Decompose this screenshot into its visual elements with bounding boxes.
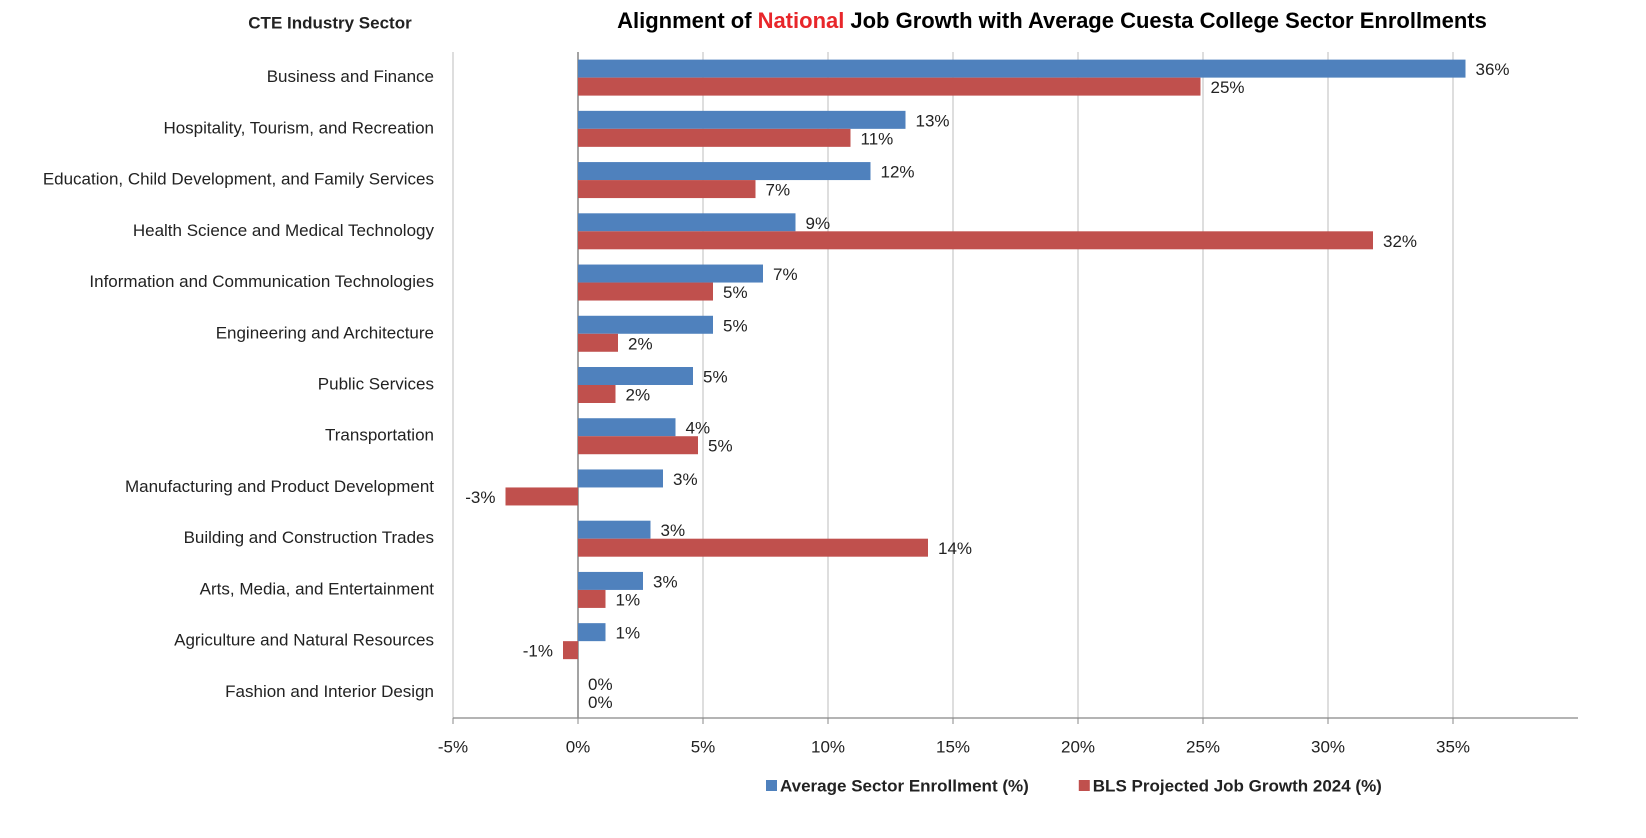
legend-label: BLS Projected Job Growth 2024 (%) [1093, 776, 1382, 795]
y-tick-label: Transportation [325, 426, 434, 445]
data-label: 5% [723, 283, 748, 302]
legend-swatch [766, 780, 777, 791]
y-tick-label: Arts, Media, and Entertainment [200, 579, 435, 598]
y-tick-label: Public Services [318, 374, 434, 393]
data-label: 2% [628, 334, 653, 353]
y-tick-label: Manufacturing and Product Development [125, 477, 434, 496]
data-label: 7% [766, 181, 791, 200]
data-label: 36% [1476, 60, 1510, 79]
bar [578, 589, 606, 608]
bar [578, 571, 643, 590]
data-label: 0% [588, 675, 613, 694]
x-tick-label: 15% [936, 737, 970, 756]
bar [578, 623, 606, 642]
title-part: Alignment of [617, 8, 752, 33]
data-label: 3% [661, 521, 686, 540]
y-tick-label: Agriculture and Natural Resources [174, 631, 434, 650]
data-label: -3% [465, 488, 495, 507]
chart-title: Alignment of National Job Growth with Aver… [617, 8, 1487, 33]
bar [578, 213, 796, 232]
data-label: 25% [1211, 78, 1245, 97]
bar [578, 110, 906, 129]
x-tick-label: 35% [1436, 737, 1470, 756]
bar [578, 538, 928, 557]
bar [578, 333, 618, 352]
bar [578, 315, 713, 334]
data-label: 7% [773, 265, 798, 284]
data-label: 14% [938, 539, 972, 558]
y-tick-label: Education, Child Development, and Family… [43, 170, 434, 189]
x-tick-label: 20% [1061, 737, 1095, 756]
bar [505, 487, 578, 506]
legend-swatch [1078, 780, 1090, 791]
y-tick-label: Building and Construction Trades [184, 528, 434, 547]
data-label: 5% [708, 437, 733, 456]
x-tick-label: 30% [1311, 737, 1345, 756]
x-tick-label: 0% [566, 737, 591, 756]
bar [578, 180, 756, 199]
bar [578, 418, 676, 437]
bar [578, 264, 763, 283]
bar [578, 77, 1201, 96]
bar [578, 367, 693, 385]
y-tick-label: Fashion and Interior Design [225, 682, 434, 701]
y-tick-label: Information and Communication Technologi… [89, 272, 434, 291]
data-label: 5% [723, 316, 748, 335]
bar [578, 469, 663, 488]
x-tick-label: 25% [1186, 737, 1220, 756]
y-axis-title: CTE Industry Sector [248, 13, 412, 32]
bar [578, 520, 651, 539]
title-part: National [758, 8, 845, 33]
data-label: 3% [673, 470, 698, 489]
data-label: 32% [1383, 232, 1417, 251]
data-label: -1% [523, 642, 553, 661]
data-label: 12% [881, 163, 915, 182]
bar [578, 128, 851, 147]
bar [578, 282, 713, 301]
bar [563, 641, 578, 660]
y-tick-label: Hospitality, Tourism, and Recreation [163, 118, 434, 137]
bar [578, 59, 1466, 78]
y-tick-label: Engineering and Architecture [216, 323, 434, 342]
data-label: 3% [653, 572, 678, 591]
bar [578, 436, 698, 455]
data-label: 13% [916, 111, 950, 130]
data-label: 4% [686, 419, 711, 438]
data-label: 5% [703, 367, 728, 386]
data-label: 1% [616, 590, 641, 609]
bar [578, 385, 616, 403]
title-part: Job Growth with Average Cuesta College S… [850, 8, 1487, 33]
data-label: 11% [861, 129, 894, 148]
x-tick-label: 10% [811, 737, 845, 756]
data-label: 0% [588, 693, 613, 712]
y-tick-label: Health Science and Medical Technology [133, 221, 435, 240]
bar [578, 231, 1373, 250]
data-label: 2% [626, 385, 651, 404]
data-label: 1% [616, 624, 641, 643]
bar [578, 162, 871, 181]
legend-label: Average Sector Enrollment (%) [780, 776, 1029, 795]
x-tick-label: -5% [438, 737, 468, 756]
x-tick-label: 5% [691, 737, 716, 756]
data-label: 9% [806, 214, 831, 233]
y-tick-label: Business and Finance [267, 67, 434, 86]
